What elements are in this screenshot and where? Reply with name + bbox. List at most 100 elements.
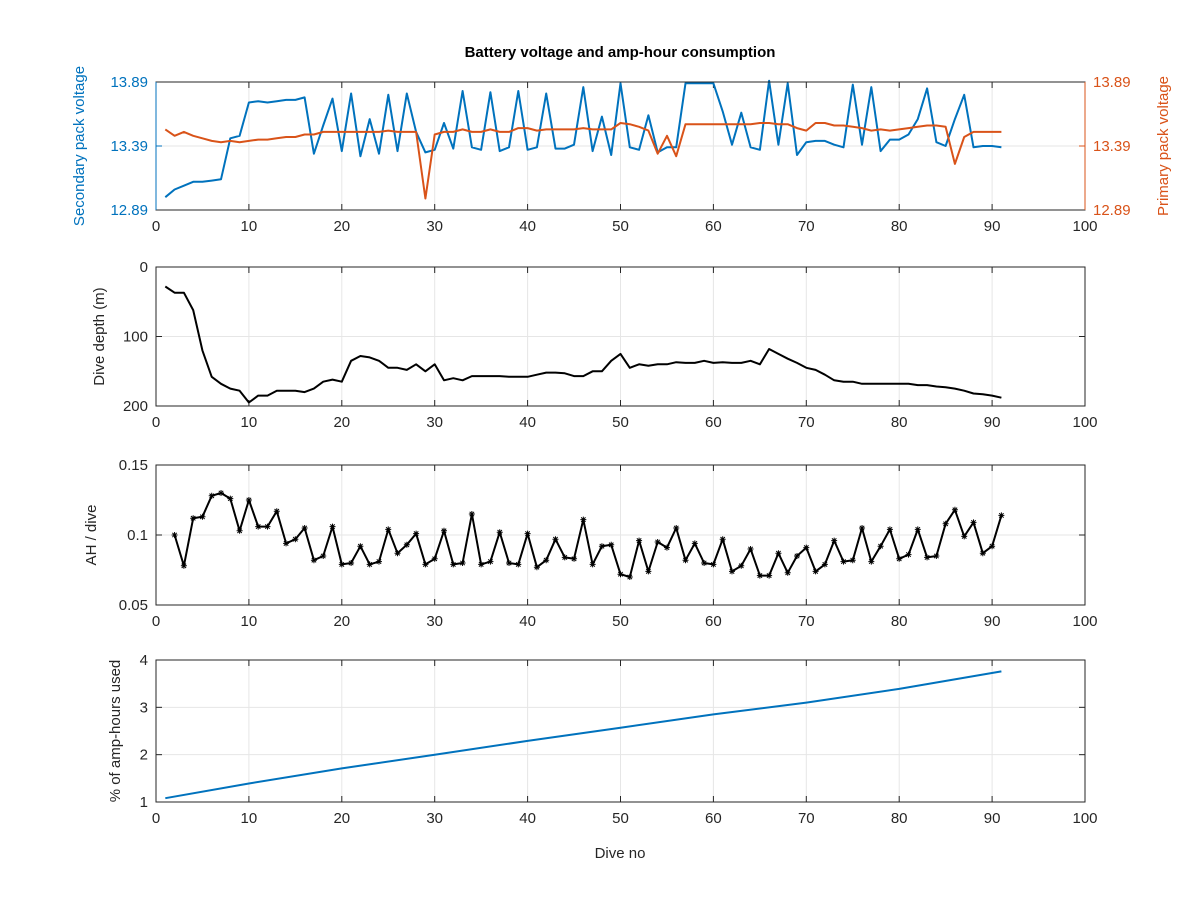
data-point-marker xyxy=(961,533,968,540)
data-point-marker xyxy=(580,516,587,523)
data-point-marker xyxy=(450,561,457,568)
y-axis-label: Dive depth (m) xyxy=(91,287,108,385)
x-tick-label: 70 xyxy=(798,810,815,827)
figure-x-axis-label: Dive no xyxy=(595,845,646,862)
data-point-marker xyxy=(989,543,996,550)
x-tick-label: 30 xyxy=(426,218,443,235)
data-point-marker xyxy=(329,523,336,530)
data-point-marker xyxy=(766,572,773,579)
data-point-marker xyxy=(608,541,615,548)
x-tick-label: 90 xyxy=(984,613,1001,630)
data-point-marker xyxy=(719,536,726,543)
x-tick-label: 10 xyxy=(241,810,258,827)
data-point-marker xyxy=(756,572,763,579)
data-point-marker xyxy=(552,536,559,543)
data-point-marker xyxy=(199,513,206,520)
x-tick-label: 50 xyxy=(612,810,629,827)
data-point-marker xyxy=(227,495,234,502)
data-point-marker xyxy=(171,532,178,538)
data-point-marker xyxy=(236,527,243,534)
x-tick-label: 100 xyxy=(1072,613,1097,630)
data-point-marker xyxy=(218,490,225,496)
x-tick-label: 80 xyxy=(891,218,908,235)
data-point-marker xyxy=(673,525,680,531)
data-point-marker xyxy=(831,537,838,544)
x-tick-label: 100 xyxy=(1072,218,1097,235)
x-tick-label: 40 xyxy=(519,810,536,827)
data-point-marker xyxy=(255,523,262,530)
x-tick-label: 40 xyxy=(519,414,536,431)
data-point-marker xyxy=(886,526,893,533)
data-point-marker xyxy=(617,571,624,578)
data-point-marker xyxy=(645,568,652,575)
chart-panel-4: 0 10 20 30 40 50 60 70 80 90 100 1 2 3 4 % of amp-hours… xyxy=(107,652,1098,827)
x-tick-label: 90 xyxy=(984,810,1001,827)
series-line-1-2 xyxy=(164,122,1002,200)
data-point-marker xyxy=(589,561,596,568)
data-point-marker xyxy=(533,564,540,571)
x-tick-label: 100 xyxy=(1072,810,1097,827)
x-tick-label: 80 xyxy=(891,613,908,630)
y-tick-label: 1 xyxy=(140,794,148,811)
x-tick-label: 0 xyxy=(152,218,160,235)
data-point-marker xyxy=(180,562,187,569)
x-tick-label: 50 xyxy=(612,218,629,235)
y-axis-label: % of amp-hours used xyxy=(107,660,124,803)
x-tick-label: 30 xyxy=(426,810,443,827)
data-point-marker xyxy=(905,551,912,558)
data-point-marker xyxy=(571,555,578,562)
x-tick-label: 20 xyxy=(333,613,350,630)
data-point-marker xyxy=(626,574,633,580)
data-point-marker xyxy=(440,527,447,534)
data-point-marker xyxy=(273,508,280,515)
x-tick-label: 50 xyxy=(612,414,629,431)
data-point-marker xyxy=(868,558,875,565)
data-point-marker xyxy=(468,511,475,517)
x-tick-label: 60 xyxy=(705,218,722,235)
data-point-marker xyxy=(859,525,866,531)
y-tick-label: 3 xyxy=(140,699,148,716)
y-tick-label: 0.15 xyxy=(119,457,148,474)
y-tick-label: 4 xyxy=(140,652,148,669)
data-point-marker xyxy=(561,554,568,561)
y-axis-label: Secondary pack voltage xyxy=(71,66,88,226)
data-point-marker xyxy=(794,553,801,559)
data-point-marker xyxy=(849,557,856,564)
data-point-marker xyxy=(301,525,308,531)
x-tick-label: 50 xyxy=(612,613,629,630)
x-tick-label: 0 xyxy=(152,613,160,630)
right-y-tick-label: 13.89 xyxy=(1093,74,1131,91)
y-tick-label: 2 xyxy=(140,747,148,764)
x-tick-label: 60 xyxy=(705,414,722,431)
x-tick-label: 90 xyxy=(984,414,1001,431)
y-tick-label: 0 xyxy=(140,259,148,276)
y-tick-label: 0.1 xyxy=(127,527,148,544)
x-tick-label: 70 xyxy=(798,613,815,630)
data-point-marker xyxy=(710,561,717,568)
data-point-marker xyxy=(784,569,791,576)
x-tick-label: 10 xyxy=(241,414,258,431)
right-y-tick-label: 12.89 xyxy=(1093,202,1131,219)
data-point-marker xyxy=(691,540,698,547)
data-point-marker xyxy=(933,553,940,559)
chart-panel-2: 0 10 20 30 40 50 60 70 80 90 100 0 100 200 Dive depth … xyxy=(91,259,1098,431)
data-point-marker xyxy=(496,529,503,536)
x-tick-label: 70 xyxy=(798,218,815,235)
data-point-marker xyxy=(812,568,819,575)
axes-frame xyxy=(155,464,1086,606)
x-tick-label: 90 xyxy=(984,218,1001,235)
data-point-marker xyxy=(840,558,847,565)
data-point-marker xyxy=(682,557,689,564)
right-y-axis-label: Primary pack voltage xyxy=(1155,76,1172,216)
axes-frame xyxy=(155,659,1086,803)
subplot-panels: 0 10 20 30 40 50 60 70 80 90 10012.8913.3913.8912.… xyxy=(71,66,1172,827)
x-tick-label: 30 xyxy=(426,613,443,630)
data-point-marker xyxy=(208,492,215,499)
data-point-marker xyxy=(998,512,1005,519)
data-point-marker xyxy=(775,550,782,557)
data-point-marker xyxy=(478,561,485,568)
data-point-marker xyxy=(701,560,708,566)
data-point-marker xyxy=(245,497,252,503)
